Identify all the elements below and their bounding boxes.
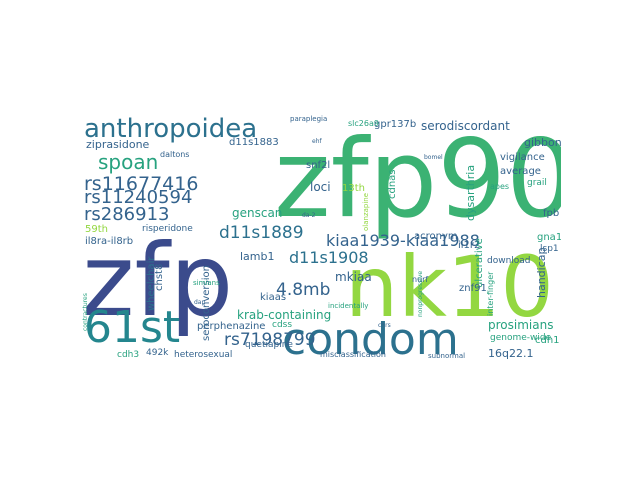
word-13th: 13th bbox=[342, 183, 365, 194]
word-acronym: acronym bbox=[414, 231, 458, 242]
word-spoan: spoan bbox=[98, 150, 159, 174]
word-dysarthria: dysarthria bbox=[464, 164, 477, 221]
word-average: average bbox=[500, 166, 541, 177]
word-quetiapine: quetiapine bbox=[245, 340, 293, 350]
word-loci: loci bbox=[310, 180, 331, 194]
word-cdnas: cdnas bbox=[387, 169, 398, 199]
word-slc26a9: slc26a9 bbox=[348, 119, 379, 128]
word-vigilance: vigilance bbox=[500, 152, 545, 163]
word-ulcerative: ulcerative bbox=[474, 238, 485, 288]
word-ziprasidone: ziprasidone bbox=[86, 138, 150, 151]
word-download: download bbox=[487, 256, 531, 266]
word-d11s1883: d11s1883 bbox=[229, 137, 279, 148]
word-rs7198799: rs7198799 bbox=[224, 330, 316, 350]
word-kiaas: kiaas bbox=[260, 292, 287, 303]
word-nk10: nk10 bbox=[345, 238, 554, 336]
word-paraplegia: paraplegia bbox=[290, 115, 328, 123]
word-misclassification: misclassification bbox=[320, 350, 386, 359]
word-olanzapine: olanzapine bbox=[362, 192, 370, 231]
word-cdss: cdss bbox=[272, 320, 293, 330]
word-61st: 61st bbox=[84, 302, 181, 353]
word-cdh1: cdh1 bbox=[535, 335, 560, 346]
word-16q22.1: 16q22.1 bbox=[488, 347, 534, 360]
word-gna12: gna12 bbox=[537, 232, 561, 243]
word-rs11240594: rs11240594 bbox=[84, 187, 193, 208]
word-dap: dap bbox=[194, 299, 206, 306]
word-snf2l: snf2l bbox=[306, 160, 331, 171]
word-il8ra-il8rb: il8ra-il8rb bbox=[85, 236, 134, 247]
word-zfp: zfp bbox=[82, 222, 234, 339]
word-incidentally: incidentally bbox=[328, 302, 369, 310]
word-prosimians: prosimians bbox=[488, 318, 554, 332]
word-inter-finger: inter-finger bbox=[486, 271, 495, 316]
word-risperidone: risperidone bbox=[142, 224, 193, 234]
word-lsp1: lsp1 bbox=[540, 244, 559, 254]
word-handicap: handicap bbox=[535, 247, 548, 299]
word-ehf: ehf bbox=[312, 138, 322, 145]
word-4.8mb: 4.8mb bbox=[276, 280, 331, 300]
word-chst8: chst8 bbox=[154, 263, 165, 291]
word-grail: grail bbox=[527, 178, 547, 188]
word-serodiscordant: serodiscordant bbox=[421, 119, 510, 133]
word-gibbons: gibbons bbox=[524, 136, 561, 149]
word-apes: apes bbox=[490, 182, 510, 191]
word-rs286913: rs286913 bbox=[84, 204, 170, 225]
word-lamb1: lamb1 bbox=[240, 250, 275, 263]
word-rs11677416: rs11677416 bbox=[84, 173, 199, 195]
word-mkiaa: mkiaa bbox=[335, 270, 372, 284]
word-cdh3: cdh3 bbox=[117, 350, 140, 360]
word-d11s1908: d11s1908 bbox=[289, 248, 369, 267]
word-492k: 492k bbox=[146, 348, 169, 358]
word-gpr137b: gpr137b bbox=[374, 119, 417, 130]
word-daltons: daltons bbox=[160, 150, 190, 159]
word-d11s1889: d11s1889 bbox=[219, 223, 304, 243]
word-anthropoidea: anthropoidea bbox=[84, 114, 258, 144]
word-kiaa1939-kiaa1988: kiaa1939-kiaa1988 bbox=[326, 231, 480, 250]
word-bomel: bomel bbox=[424, 154, 443, 161]
word-contractures: contractures bbox=[82, 293, 89, 331]
word-genscan: genscan bbox=[232, 206, 283, 220]
word-krab-containing: krab-containing bbox=[237, 308, 332, 322]
word-il1r2: il1r2 bbox=[458, 240, 481, 251]
word-znf91: znf91 bbox=[459, 283, 487, 294]
word-perphenazine: perphenazine bbox=[197, 321, 266, 332]
word-genome-wide: genome-wide bbox=[490, 333, 552, 343]
word-chrs: chrs bbox=[378, 322, 391, 329]
word-condom: condom bbox=[282, 314, 459, 363]
word-simians: simians bbox=[193, 279, 220, 287]
word-nurf: nurf bbox=[412, 275, 429, 284]
word-heterosexual: heterosexual bbox=[174, 350, 233, 360]
word-fpb: fpb bbox=[543, 208, 560, 219]
word-subnormal: subnormal bbox=[428, 352, 466, 360]
word-da-2: da-2 bbox=[302, 212, 316, 219]
word-59th: 59th bbox=[85, 224, 108, 235]
word-zfp90: zfp90 bbox=[274, 117, 561, 242]
word-cloud: zfp90 zfp nk10 condom 61st anthropoidea … bbox=[80, 113, 561, 363]
